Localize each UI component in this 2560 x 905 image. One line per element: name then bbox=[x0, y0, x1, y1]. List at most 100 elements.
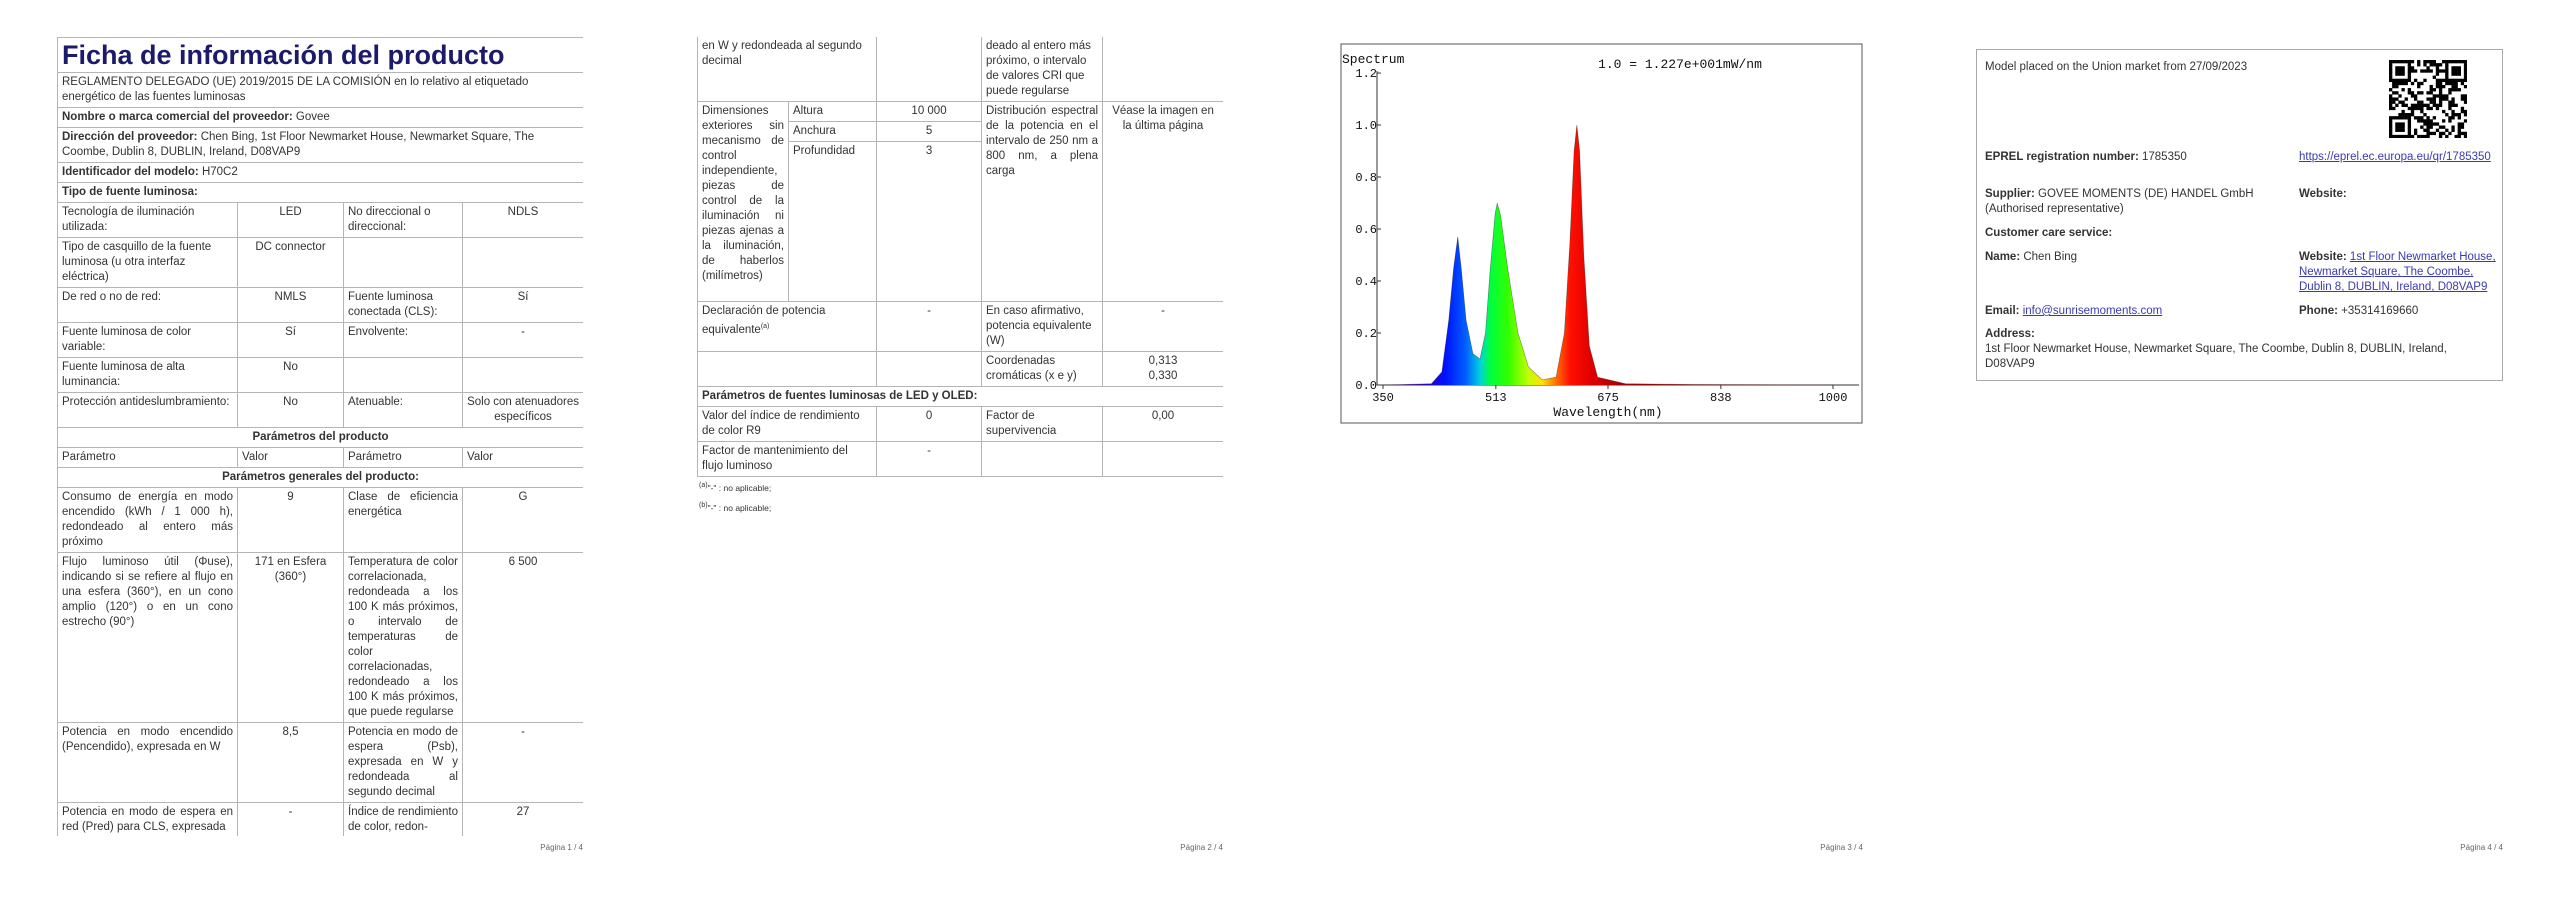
qr-module bbox=[2398, 100, 2402, 104]
qr-module bbox=[2395, 72, 2399, 76]
qr-module bbox=[2392, 91, 2396, 95]
qr-module bbox=[2429, 84, 2433, 89]
care-website-link[interactable]: 1st Floor Newmarket House, Newmarket Squ… bbox=[2299, 251, 2496, 293]
email-link[interactable]: info@sunrisemoments.com bbox=[2022, 305, 2163, 317]
eprel-link[interactable]: https://eprel.ec.europa.eu/qr/1785350 bbox=[2299, 151, 2491, 163]
qr-module bbox=[2463, 78, 2467, 83]
qr-module bbox=[2420, 106, 2424, 111]
qr-module bbox=[2426, 103, 2430, 107]
qr-module bbox=[2410, 103, 2415, 107]
note-mark: (a) bbox=[760, 323, 770, 330]
table-row: Consumo de energía en modo encendido (kW… bbox=[57, 487, 583, 553]
qr-module bbox=[2389, 122, 2393, 126]
cell: deado al entero más próximo, o intervalo… bbox=[981, 37, 1104, 102]
notes: (a)"-" : no aplicable; (b)"-" : no aplic… bbox=[697, 477, 1223, 517]
y-tick-label: 1.0 bbox=[1355, 119, 1377, 133]
qr-module bbox=[2438, 81, 2443, 86]
qr-module bbox=[2426, 60, 2430, 64]
qr-module bbox=[2398, 134, 2402, 138]
cell: G bbox=[461, 487, 583, 553]
qr-module bbox=[2454, 60, 2458, 64]
qr-module bbox=[2457, 125, 2461, 129]
qr-module bbox=[2420, 134, 2424, 138]
qr-module bbox=[2420, 69, 2424, 73]
note: (a)"-" : no aplicable; bbox=[699, 477, 1223, 497]
qr-module bbox=[2392, 106, 2396, 111]
qr-module bbox=[2398, 113, 2402, 117]
qr-module bbox=[2423, 60, 2427, 64]
qr-module bbox=[2407, 63, 2412, 67]
value: H70C2 bbox=[201, 166, 238, 178]
qr-module bbox=[2426, 116, 2430, 120]
qr-module bbox=[2448, 119, 2452, 123]
cell: No bbox=[237, 357, 344, 393]
qr-module bbox=[2463, 119, 2467, 123]
qr-module bbox=[2389, 88, 2393, 92]
qr-module bbox=[2457, 128, 2461, 132]
qr-module bbox=[2401, 81, 2405, 86]
chart-subtitle: 1.0 = 1.227e+001mW/nm bbox=[1598, 57, 1762, 72]
qr-module bbox=[2451, 60, 2455, 64]
qr-module bbox=[2445, 81, 2449, 86]
qr-module bbox=[2435, 106, 2440, 111]
note-text: "-" : no aplicable; bbox=[707, 482, 772, 493]
qr-module bbox=[2445, 97, 2449, 101]
table-row: Potencia en modo de espera en red (Pred)… bbox=[57, 802, 583, 836]
note-text: "-" : no aplicable; bbox=[707, 502, 772, 513]
qr-module bbox=[2445, 134, 2449, 138]
qr-module bbox=[2429, 91, 2433, 95]
qr-module bbox=[2445, 78, 2449, 83]
cell bbox=[876, 351, 983, 387]
qr-module bbox=[2438, 103, 2443, 107]
label: Supplier: bbox=[1985, 188, 2035, 200]
qr-module bbox=[2395, 134, 2399, 138]
qr-module bbox=[2401, 116, 2405, 120]
header-cell: Parámetro bbox=[343, 447, 463, 468]
qr-module bbox=[2429, 131, 2433, 136]
name-row: Name: Chen Bing bbox=[1985, 250, 2077, 265]
qr-module bbox=[2389, 72, 2393, 76]
qr-module bbox=[2438, 91, 2443, 95]
chart-title: Spectrum bbox=[1342, 52, 1405, 67]
cell bbox=[343, 237, 463, 288]
cell: Potencia en modo de espera en red (Pred)… bbox=[57, 802, 238, 836]
qr-module bbox=[2392, 100, 2396, 104]
qr-module bbox=[2420, 116, 2424, 120]
cell: Consumo de energía en modo encendido (kW… bbox=[57, 487, 238, 553]
qr-module bbox=[2445, 66, 2449, 70]
cell: 5 bbox=[876, 121, 983, 142]
cell: Sí bbox=[461, 287, 583, 323]
qr-module bbox=[2442, 78, 2446, 83]
qr-module bbox=[2417, 91, 2421, 95]
qr-module bbox=[2432, 100, 2436, 104]
qr-module bbox=[2413, 103, 2418, 107]
qr-module bbox=[2435, 94, 2440, 98]
qr-module bbox=[2463, 131, 2467, 136]
qr-module bbox=[2417, 63, 2421, 67]
qr-module bbox=[2438, 125, 2443, 129]
spectrum-chart: Spectrum 1.0 = 1.227e+001mW/nm Wavelengt… bbox=[1340, 43, 1863, 424]
cell: 10 000 bbox=[876, 101, 983, 122]
qr-module bbox=[2413, 116, 2418, 120]
cell: Profundidad bbox=[787, 141, 878, 302]
y-tick-label: 0.6 bbox=[1355, 223, 1377, 237]
cell: De red o no de red: bbox=[57, 287, 238, 323]
qr-module bbox=[2413, 78, 2418, 83]
qr-module bbox=[2435, 69, 2440, 73]
qr-module bbox=[2463, 109, 2467, 114]
qr-module bbox=[2429, 69, 2433, 73]
qr-module bbox=[2448, 116, 2452, 120]
qr-module bbox=[2420, 91, 2424, 95]
page-number: Página 3 / 4 bbox=[1820, 843, 1863, 852]
qr-module bbox=[2442, 125, 2446, 129]
qr-module bbox=[2398, 72, 2402, 76]
cell: - bbox=[1102, 301, 1223, 352]
cell: 3 bbox=[876, 141, 983, 302]
qr-module bbox=[2460, 97, 2465, 101]
qr-module bbox=[2435, 84, 2440, 89]
qr-module bbox=[2463, 100, 2467, 104]
qr-module bbox=[2410, 66, 2415, 70]
table-row: Fuente luminosa de alta luminancia: No bbox=[57, 357, 583, 393]
qr-module bbox=[2457, 131, 2461, 136]
